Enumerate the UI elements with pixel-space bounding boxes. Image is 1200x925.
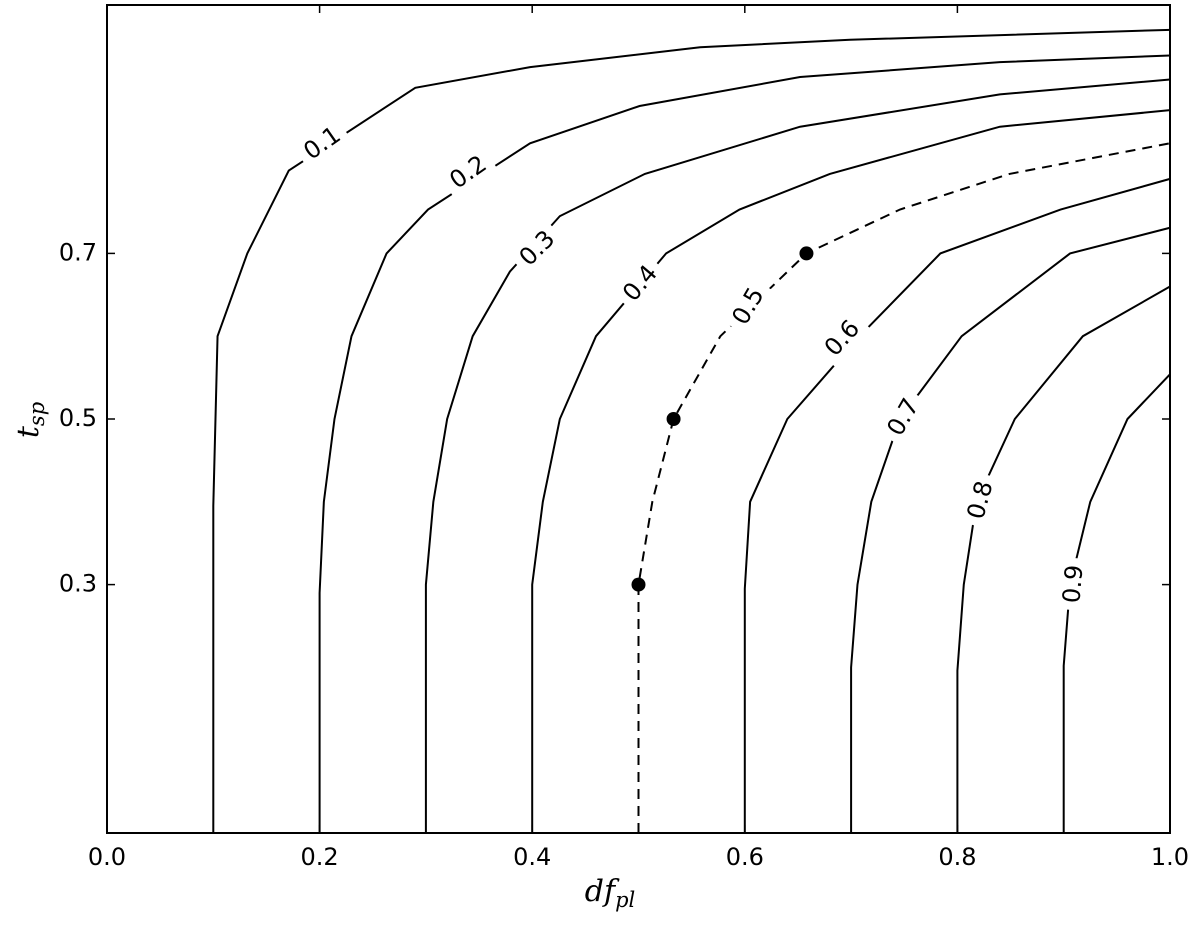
contour-label-gap — [292, 116, 352, 170]
contour-line — [424, 78, 1171, 833]
point — [799, 246, 814, 261]
contour-label-gap — [877, 387, 929, 447]
point — [631, 577, 646, 592]
y-axis-label-sub: sp — [25, 402, 49, 426]
y-tick-label: 0.3 — [59, 570, 97, 598]
contour-label-gap — [612, 254, 668, 312]
contour-label-group: 0.9 — [1056, 556, 1090, 612]
contour-label-gap — [722, 276, 774, 336]
x-tick-label: 0.4 — [513, 843, 551, 871]
contour-label-gap — [1056, 556, 1090, 612]
x-axis-label-sub: pl — [615, 888, 635, 912]
y-tick-label: 0.7 — [59, 238, 97, 266]
contour-line — [743, 177, 1171, 833]
contour-label: 0.9 — [1057, 564, 1088, 604]
contour-line — [212, 28, 1171, 833]
x-tick-label: 0.6 — [726, 843, 764, 871]
x-tick-label: 0.2 — [301, 843, 339, 871]
x-tick-label: 1.0 — [1151, 843, 1189, 871]
x-axis-label-main: df — [585, 874, 620, 909]
y-axis-label: tsp — [11, 402, 49, 438]
point — [666, 412, 681, 426]
contour-line — [318, 54, 1171, 833]
y-tick-label: 0.5 — [59, 404, 97, 432]
y-axis-label-main: t — [11, 425, 46, 438]
contour-label-gap — [508, 219, 566, 277]
contour-line — [1062, 373, 1171, 833]
contour-label-group: 0.1 — [292, 116, 352, 170]
x-tick-label: 0.0 — [88, 843, 126, 871]
x-axis-label: dfpl — [585, 874, 635, 912]
x-tick-label: 0.8 — [938, 843, 976, 871]
contour-line — [850, 226, 1171, 833]
contour-line — [637, 142, 1171, 833]
contour-label-gap — [814, 309, 870, 367]
contour-label-gap — [438, 145, 498, 199]
contour-label-gap — [959, 471, 1001, 529]
